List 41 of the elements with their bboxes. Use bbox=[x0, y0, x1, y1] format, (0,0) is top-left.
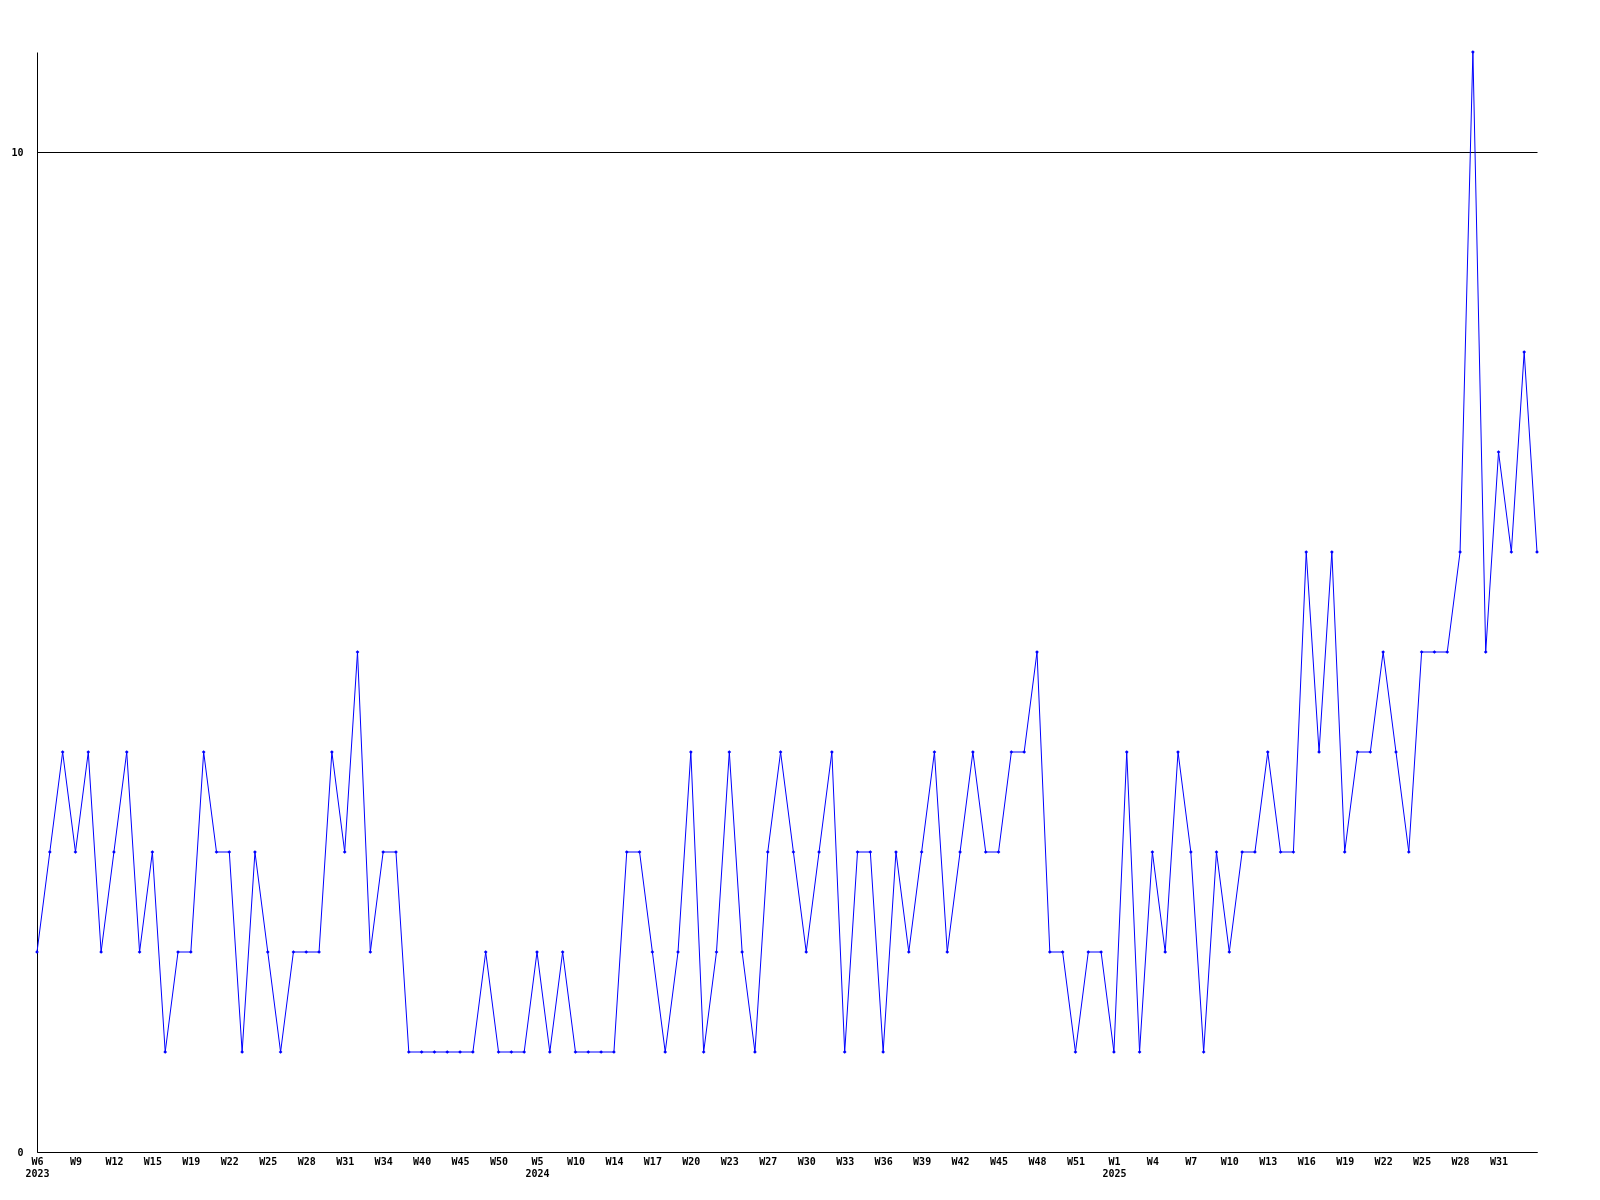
x-tick-label: W31 bbox=[1490, 1155, 1509, 1167]
x-tick-label: W9 bbox=[69, 1155, 82, 1167]
x-tick-label: W4 bbox=[1146, 1155, 1159, 1167]
y-tick-label: 0 bbox=[17, 1146, 24, 1158]
x-tick-label: W48 bbox=[1028, 1155, 1047, 1167]
x-tick-label: W19 bbox=[182, 1155, 201, 1167]
x-tick-label: W10 bbox=[1220, 1155, 1239, 1167]
x-tick-label: W1 2025 bbox=[1102, 1155, 1127, 1179]
x-tick-label: W12 bbox=[105, 1155, 124, 1167]
x-tick-label: W45 bbox=[990, 1155, 1009, 1167]
y-tick-label: 10 bbox=[11, 146, 24, 158]
x-tick-label: W5 2024 bbox=[525, 1155, 550, 1179]
x-tick-label: W25 bbox=[259, 1155, 278, 1167]
x-tick-label: W28 bbox=[297, 1155, 316, 1167]
x-tick-label: W17 bbox=[643, 1155, 662, 1167]
x-tick-label: W33 bbox=[836, 1155, 855, 1167]
x-tick-label: W27 bbox=[759, 1155, 778, 1167]
x-tick-label: W23 bbox=[720, 1155, 739, 1167]
x-tick-label: W25 bbox=[1413, 1155, 1432, 1167]
x-tick-label: W30 bbox=[797, 1155, 816, 1167]
x-tick-label: W22 bbox=[220, 1155, 239, 1167]
x-tick-label: W13 bbox=[1259, 1155, 1278, 1167]
x-tick-label: W22 bbox=[1374, 1155, 1393, 1167]
x-tick-label: W34 bbox=[374, 1155, 393, 1167]
x-tick-label: W16 bbox=[1297, 1155, 1316, 1167]
x-tick-label: W15 bbox=[143, 1155, 162, 1167]
x-tick-label: W39 bbox=[913, 1155, 932, 1167]
x-tick-label: W6 2023 bbox=[25, 1155, 50, 1179]
x-tick-label: W40 bbox=[413, 1155, 432, 1167]
x-tick-label: W7 bbox=[1185, 1155, 1198, 1167]
x-tick-label: W50 bbox=[490, 1155, 509, 1167]
x-tick-label: W19 bbox=[1336, 1155, 1355, 1167]
x-tick-label: W45 bbox=[451, 1155, 470, 1167]
x-tick-label: W36 bbox=[874, 1155, 893, 1167]
x-tick-label: W42 bbox=[951, 1155, 970, 1167]
x-tick-label: W10 bbox=[566, 1155, 585, 1167]
x-tick-label: W31 bbox=[336, 1155, 355, 1167]
x-tick-label: W14 bbox=[605, 1155, 624, 1167]
x-tick-label: W28 bbox=[1451, 1155, 1470, 1167]
x-tick-label: W20 bbox=[682, 1155, 701, 1167]
x-tick-label: W51 bbox=[1066, 1155, 1085, 1167]
